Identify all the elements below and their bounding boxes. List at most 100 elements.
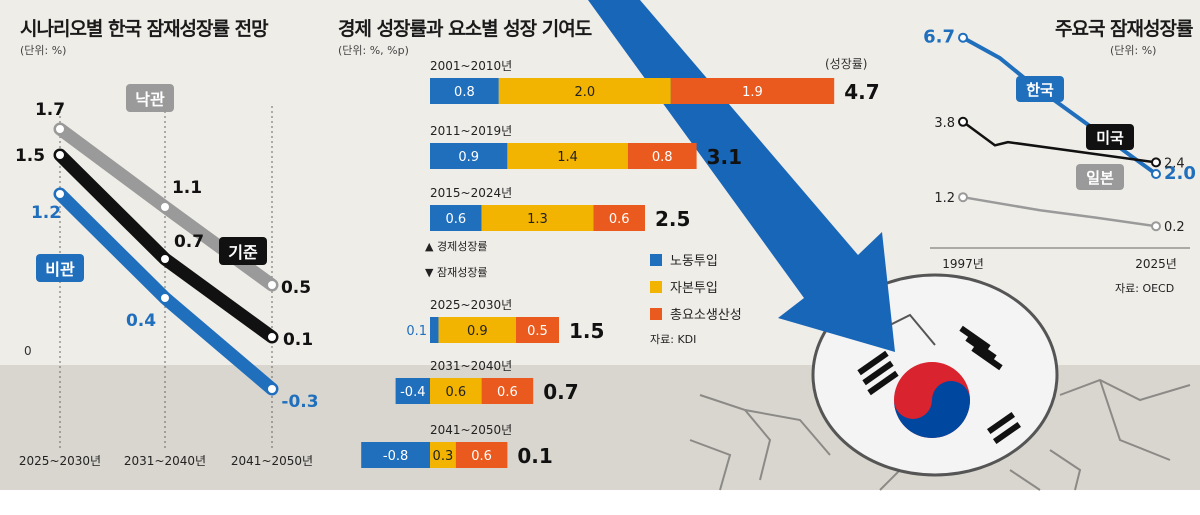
data-point — [266, 383, 278, 395]
data-label: 1.7 — [35, 100, 65, 120]
bar-segment-자본투입 — [481, 205, 594, 231]
start-value-label: 6.7 — [923, 27, 955, 48]
trigram-left — [857, 350, 899, 396]
data-point — [159, 201, 171, 213]
category-label: 2011~2019년 — [430, 124, 512, 138]
data-label: 1.5 — [15, 146, 45, 166]
data-label: 0.1 — [283, 330, 313, 350]
bar-value-label: 0.6 — [445, 212, 466, 227]
category-label: 2031~2040년 — [430, 359, 512, 373]
bar-value-label: 1.3 — [527, 212, 548, 227]
contribution-bar-chart: (성장률) ▲ 경제성장률 ▼ 잠재성장률 자료: KDI 2001~2010년… — [361, 57, 880, 468]
legend-label: 총요소생산성 — [670, 308, 742, 323]
end-point — [1151, 169, 1161, 179]
data-point — [266, 331, 278, 343]
total-value-label: 0.1 — [517, 444, 552, 468]
series-tag-label: 낙관 — [135, 90, 165, 109]
bar-segment-노동투입 — [430, 78, 499, 104]
countries-unit: (단위: %) — [1110, 44, 1157, 57]
bar-segment-노동투입 — [430, 317, 439, 343]
country-tag-bg — [1016, 76, 1064, 102]
bar-value-label: 0.1 — [406, 324, 427, 339]
bar-value-label: 1.9 — [742, 85, 763, 100]
bar-segment-자본투입 — [430, 378, 482, 404]
source-kdi: 자료: KDI — [650, 333, 696, 346]
category-label: 2025~2030년 — [430, 298, 512, 312]
bar-value-label: 0.9 — [467, 324, 488, 339]
x-tick-label: 2041~2050년 — [231, 454, 313, 468]
bar-segment-총요소생산성 — [593, 205, 645, 231]
contribution-unit: (단위: %, %p) — [338, 44, 409, 57]
bar-value-label: 0.8 — [454, 85, 475, 100]
bar-value-label: 1.4 — [557, 150, 578, 165]
bar-segment-총요소생산성 — [670, 78, 835, 104]
country-line-미국 — [962, 120, 1157, 164]
bar-segment-자본투입 — [438, 317, 516, 343]
footer-band — [0, 490, 1200, 515]
bar-segment-총요소생산성 — [455, 442, 508, 468]
bar-segment-자본투입 — [507, 143, 628, 169]
country-line-일본 — [962, 195, 1157, 228]
legend-economic-growth: ▲ 경제성장률 — [425, 240, 488, 253]
data-point — [159, 292, 171, 304]
legend-swatch-자본투입 — [650, 281, 662, 293]
bar-value-label: -0.4 — [400, 385, 425, 400]
bar-segment-자본투입 — [430, 442, 456, 468]
trigram-bottom-right — [986, 411, 1022, 445]
legend-label: 노동투입 — [670, 254, 718, 269]
category-label: 2001~2010년 — [430, 59, 512, 73]
bar-segment-총요소생산성 — [627, 143, 697, 169]
x-tick-label: 2031~2040년 — [124, 454, 206, 468]
series-line-비관 — [53, 187, 279, 396]
data-label: 1.1 — [172, 178, 202, 198]
data-point — [54, 149, 66, 161]
data-point — [266, 279, 278, 291]
legend-label: 자본투입 — [670, 281, 718, 296]
data-label: 1.2 — [31, 203, 61, 223]
scenario-title: 시나리오별 한국 잠재성장률 전망 — [20, 18, 269, 40]
source-oecd: 자료: OECD — [1115, 282, 1174, 295]
bar-segment-총요소생산성 — [516, 317, 559, 343]
x-tick-label: 1997년 — [942, 257, 984, 271]
bar-value-label: 0.6 — [445, 385, 466, 400]
data-label: 0.7 — [174, 232, 204, 252]
data-label: -0.3 — [281, 392, 318, 412]
countries-title: 주요국 잠재성장률 — [1055, 18, 1193, 40]
legend-potential-growth: ▼ 잠재성장률 — [425, 266, 488, 279]
bar-value-label: 0.6 — [609, 212, 630, 227]
bar-value-label: 0.8 — [652, 150, 673, 165]
country-tag-label: 일본 — [1086, 169, 1114, 187]
x-tick-label: 2025~2030년 — [19, 454, 101, 468]
legend-swatch-총요소생산성 — [650, 308, 662, 320]
bar-segment-노동투입 — [395, 378, 430, 404]
bar-value-label: 0.9 — [458, 150, 479, 165]
end-value-label: 0.2 — [1164, 220, 1185, 235]
bar-value-label: 0.6 — [497, 385, 518, 400]
bar-segment-노동투입 — [430, 143, 508, 169]
start-value-label: 1.2 — [934, 191, 955, 206]
series-tag-bg — [219, 237, 267, 265]
total-value-label: 1.5 — [569, 319, 604, 343]
bar-value-label: 2.0 — [574, 85, 595, 100]
data-label: 0.4 — [126, 311, 156, 331]
country-tag-label: 미국 — [1096, 129, 1124, 147]
end-value-label: 2.0 — [1164, 163, 1196, 184]
scenario-line-chart: 0 2025~2030년 2031~2040년 2041~2050년 1.7 1.1 0.… — [15, 84, 319, 468]
bar-value-label: -0.8 — [383, 449, 408, 464]
countries-line-chart: 자료: OECD 1997년 2025년 6.7 2.0 한국 3.8 2.4 미국 1.2 0.… — [923, 27, 1196, 295]
category-label: 2015~2024년 — [430, 186, 512, 200]
data-point — [54, 188, 66, 200]
country-tag-bg — [1076, 164, 1124, 190]
total-value-label: 2.5 — [655, 207, 690, 231]
bar-segment-노동투입 — [361, 442, 430, 468]
bar-segment-총요소생산성 — [481, 378, 534, 404]
start-point — [958, 32, 968, 43]
trigram-right — [959, 325, 1003, 371]
contribution-title: 경제 성장률과 요소별 성장 기여도 — [338, 18, 592, 40]
scenario-panel: 시나리오별 한국 잠재성장률 전망 (단위: %) 0 2025~2030년 20… — [0, 0, 320, 490]
legend-swatch-노동투입 — [650, 254, 662, 266]
scenario-unit: (단위: %) — [20, 44, 67, 57]
total-header: (성장률) — [825, 57, 867, 71]
country-tag-label: 한국 — [1026, 81, 1054, 99]
x-tick-label: 2025년 — [1135, 257, 1177, 271]
